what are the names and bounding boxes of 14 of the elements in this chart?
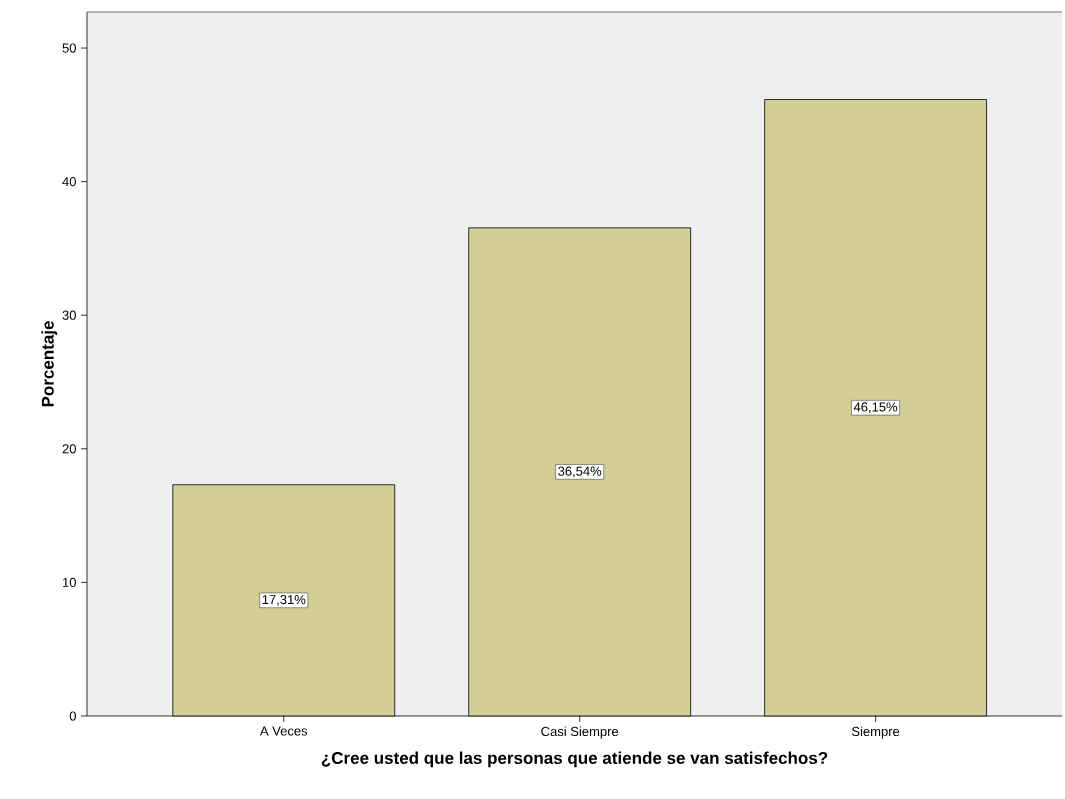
y-axis-title: Porcentaje xyxy=(41,321,58,407)
x-tick-label: Siempre xyxy=(851,726,900,739)
y-tick-label: 0 xyxy=(69,711,76,721)
y-tick-label: 50 xyxy=(62,43,76,53)
y-tick-label: 20 xyxy=(62,444,76,454)
y-tick-label: 40 xyxy=(62,177,76,187)
y-tick-label: 30 xyxy=(62,310,76,320)
data-label: 46,15% xyxy=(853,402,898,414)
data-label: 17,31% xyxy=(262,594,306,606)
x-tick-label: Casi Siempre xyxy=(541,726,619,739)
x-tick-label: A Veces xyxy=(259,726,308,736)
y-tick-label: 10 xyxy=(63,577,76,587)
data-label: 36,54% xyxy=(558,466,602,478)
x-axis-title: ¿Cree usted que las personas que atiende se van satisfechos? xyxy=(321,751,828,768)
